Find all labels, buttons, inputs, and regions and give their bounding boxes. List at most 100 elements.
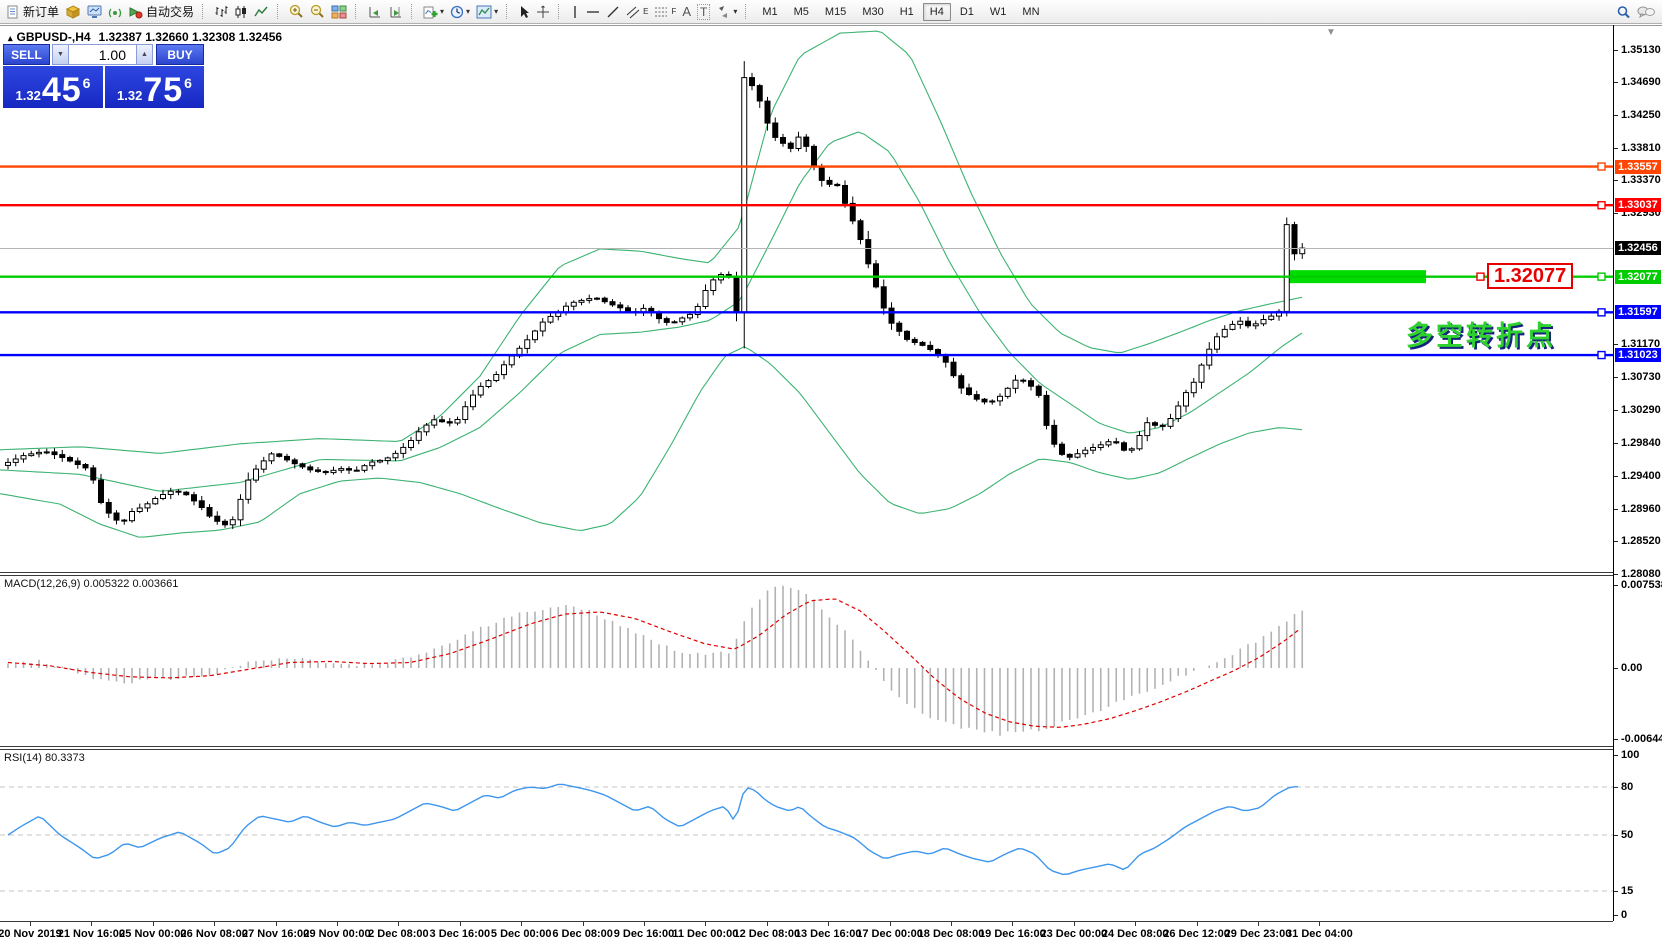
timeframe-m1[interactable]: M1	[762, 5, 778, 18]
turning-point-annotation[interactable]: 多空转折点	[1406, 321, 1556, 351]
timeframe-h4[interactable]: H4	[922, 2, 951, 21]
hline-handle[interactable]	[1597, 201, 1606, 210]
candle-body	[206, 507, 213, 517]
timeframe-bar: M1 M5 M15 M30 H1 H4 D1 W1 MN	[754, 2, 1047, 21]
price-axis[interactable]: 1.35130 1.34690 1.34250 1.33810 1.33370 1.329…	[1614, 25, 1662, 944]
hline-handle[interactable]	[1597, 162, 1606, 171]
candle-body	[291, 459, 298, 465]
line-chart-button[interactable]	[251, 2, 272, 22]
candle-body	[671, 321, 678, 324]
candle-body	[369, 461, 376, 467]
indicators-button[interactable]: ▾	[420, 2, 447, 22]
time-label: 3 Dec 16:00	[429, 928, 491, 940]
buy-price-display[interactable]: 1.32 75 6	[105, 66, 204, 108]
channel-tool-button[interactable]: E	[623, 2, 651, 22]
label-tool-button[interactable]: T	[694, 2, 713, 22]
time-tick	[1258, 922, 1259, 926]
chat-button[interactable]	[1634, 2, 1658, 22]
macd-rsi-splitter[interactable]	[0, 746, 1613, 747]
arrange-right-button[interactable]	[385, 2, 406, 22]
periods-button[interactable]: ▾	[447, 2, 473, 22]
candle-body	[950, 361, 957, 377]
candle-body	[36, 451, 42, 455]
timeframe-h1[interactable]: H1	[899, 5, 914, 18]
timeframe-d1[interactable]: D1	[959, 5, 974, 18]
new-chart-button[interactable]	[62, 2, 84, 22]
timeframe-w1[interactable]: W1	[989, 5, 1007, 18]
buy-button[interactable]: BUY	[156, 44, 204, 65]
candle-body	[160, 494, 166, 499]
volume-increase-button[interactable]: ▲	[136, 44, 153, 65]
rsi-scale-tick: 0	[1621, 909, 1628, 921]
sell-button[interactable]: SELL	[3, 44, 50, 65]
crosshair-button[interactable]	[533, 2, 553, 22]
candle-body	[780, 137, 786, 144]
candle-body	[346, 468, 352, 471]
fibo-sub-label: F	[671, 7, 677, 16]
candle-body	[663, 318, 670, 323]
search-button[interactable]	[1613, 2, 1634, 22]
chart-shift-icon[interactable]: ▼	[1326, 27, 1336, 38]
main-macd-splitter[interactable]	[0, 572, 1613, 573]
rsi-indicator-pane[interactable]	[0, 750, 1613, 921]
bar-chart-button[interactable]	[211, 2, 231, 22]
hline-handle[interactable]	[1597, 272, 1606, 281]
rsi-value: 80.3373	[44, 752, 85, 764]
macd-indicator-pane[interactable]	[0, 576, 1613, 746]
signal-button[interactable]	[105, 2, 125, 22]
candle-body	[625, 307, 631, 313]
candle-body	[1268, 315, 1275, 320]
buy-price-big: 75	[143, 71, 184, 109]
price-tick: 1.34250	[1621, 108, 1661, 121]
toolbar-grip	[277, 4, 280, 19]
market-watch-button[interactable]	[84, 2, 105, 22]
collapse-quotes-icon[interactable]: ▴	[8, 33, 13, 43]
callout-anchor[interactable]	[1476, 272, 1485, 281]
price-axis-border	[1613, 25, 1614, 921]
timeframe-m5[interactable]: M5	[793, 5, 809, 18]
candle-body	[873, 263, 879, 288]
candle-body	[121, 519, 128, 522]
symbol-period-label: GBPUSD-,H4	[16, 30, 91, 44]
candle-body	[989, 400, 996, 403]
hline-handle[interactable]	[1597, 308, 1606, 317]
template-button[interactable]: ▾	[473, 2, 501, 22]
autotrade-button[interactable]: 自动交易	[125, 2, 197, 22]
zoom-in-button[interactable]	[286, 2, 307, 22]
bollinger-lower-band	[0, 346, 1303, 538]
candle-body	[129, 511, 135, 522]
hline-tool-button[interactable]	[583, 2, 603, 22]
timeframe-m30[interactable]: M30	[862, 5, 884, 18]
tile-windows-button[interactable]	[328, 2, 350, 22]
candlestick-button[interactable]	[231, 2, 251, 22]
volume-decrease-button[interactable]: ▼	[52, 44, 69, 65]
candle-body	[679, 317, 686, 323]
hline-handle[interactable]	[1597, 350, 1606, 360]
zoom-out-icon	[310, 4, 325, 19]
trendline-tool-button[interactable]	[603, 2, 623, 22]
price-callout-label[interactable]: 1.32077	[1487, 262, 1574, 289]
text-tool-button[interactable]: A	[679, 2, 694, 22]
main-price-chart[interactable]	[0, 26, 1613, 572]
fibonacci-tool-button[interactable]: F	[651, 2, 679, 22]
candle-body	[880, 286, 887, 309]
time-axis[interactable]: 20 Nov 2019 21 Nov 16:00 25 Nov 00:00 26 No…	[0, 922, 1613, 944]
arrange-left-button[interactable]	[364, 2, 385, 22]
template-icon	[476, 5, 492, 19]
sell-price-display[interactable]: 1.32 45 6	[3, 66, 103, 108]
shapes-icon	[716, 5, 731, 19]
shapes-tool-button[interactable]: ▾	[713, 2, 740, 22]
timeframe-m15[interactable]: M15	[824, 5, 847, 18]
candle-body	[803, 136, 810, 147]
vline-tool-button[interactable]	[567, 2, 583, 22]
zoom-out-button[interactable]	[307, 2, 328, 22]
volume-input[interactable]: 1.00	[69, 44, 136, 65]
new-order-button[interactable]: 新订单	[3, 2, 62, 22]
time-label: 17 Dec 00:00	[856, 928, 923, 940]
time-label: 27 Nov 16:00	[241, 928, 310, 940]
cursor-button[interactable]	[515, 2, 533, 22]
timeframe-mn[interactable]: MN	[1022, 5, 1040, 18]
main-toolbar: 新订单 自动交易 ▾ ▾ ▾	[0, 0, 1662, 24]
candle-body	[826, 179, 833, 185]
candle-body	[470, 394, 476, 408]
